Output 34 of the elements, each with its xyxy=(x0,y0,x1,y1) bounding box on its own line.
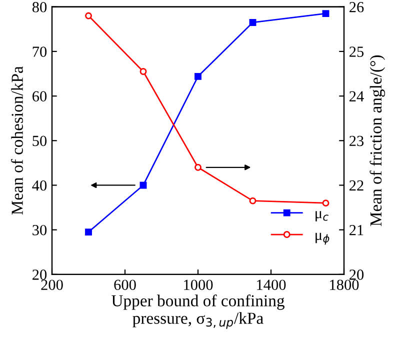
point xyxy=(322,200,330,207)
y2-tick-label: 24 xyxy=(350,91,364,102)
point xyxy=(194,164,202,171)
point xyxy=(85,228,92,236)
x-tick-label: 1000 xyxy=(184,280,213,290)
x-tick-label: 1400 xyxy=(257,280,286,290)
x-tick-label: 600 xyxy=(114,280,136,290)
x-axis-title: Upper bound of confining pressure, σ$_{3,up}$/kPa xyxy=(112,294,284,329)
y-tick-label: 60 xyxy=(32,91,47,102)
point xyxy=(140,182,147,189)
point xyxy=(194,72,202,80)
y-tick-label: 40 xyxy=(32,180,47,191)
y2-tick-label: 20 xyxy=(350,270,364,280)
point xyxy=(322,10,330,18)
y2-tick-label: 21 xyxy=(350,224,364,236)
y-tick-label: 80 xyxy=(32,2,47,12)
y-tick-label: 30 xyxy=(32,224,47,236)
point xyxy=(249,18,256,26)
legend-label: μ$_{c}$ xyxy=(316,211,328,222)
y-tick-label: 50 xyxy=(32,136,47,146)
x-tick-label: 1800 xyxy=(330,280,359,290)
y2-tick-label: 22 xyxy=(350,180,364,191)
y2-tick-label: 26 xyxy=(350,2,364,12)
y-tick-label: 70 xyxy=(32,46,47,57)
y2-axis-title: Mean of friction angle/(°) xyxy=(370,55,386,226)
point xyxy=(140,68,147,75)
x-tick-label: 200 xyxy=(41,280,63,290)
point xyxy=(85,12,92,20)
y-tick-label: 20 xyxy=(32,270,47,280)
legend-label: μ$_{ϕ}$ xyxy=(316,232,330,245)
y2-tick-label: 23 xyxy=(350,136,364,146)
y-axis-title: Mean of cohesion/kPa xyxy=(11,66,23,215)
point xyxy=(249,197,256,204)
y2-tick-label: 25 xyxy=(350,46,364,57)
